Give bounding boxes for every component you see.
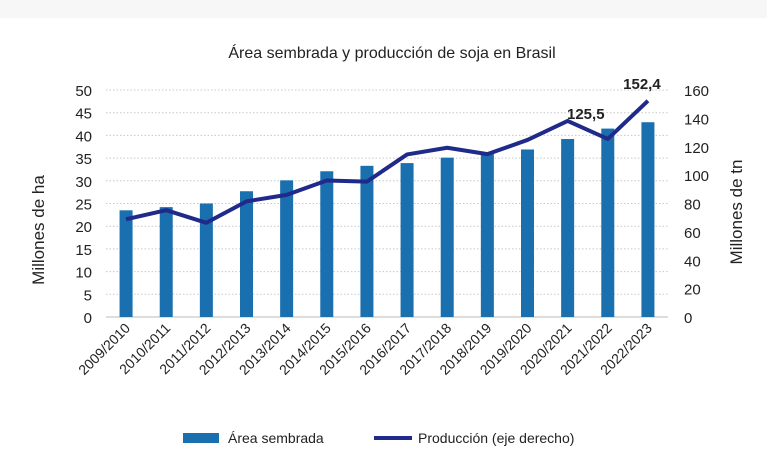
bar	[561, 139, 575, 317]
y2-tick-label: 140	[684, 111, 709, 128]
data-label: 152,4	[623, 76, 661, 93]
y-tick-label: 5	[84, 287, 92, 304]
y-tick-label: 15	[75, 242, 92, 259]
legend-line-label: Producción (eje derecho)	[418, 430, 574, 446]
bar	[119, 210, 133, 317]
y-tick-label: 40	[75, 128, 92, 145]
bar	[199, 203, 213, 317]
y-axis-label: Millones de ha	[29, 175, 48, 285]
y-tick-label: 25	[75, 197, 92, 214]
y-tick-label: 30	[75, 174, 92, 191]
bar	[521, 149, 534, 317]
y2-tick-label: 100	[684, 168, 709, 185]
chart-title: Área sembrada y producción de soja en Br…	[228, 43, 555, 62]
bar	[480, 153, 494, 317]
y2-tick-label: 40	[684, 253, 701, 270]
bar	[159, 207, 173, 317]
y-tick-label: 45	[75, 106, 92, 123]
y-tick-label: 35	[75, 151, 92, 168]
legend-bar-label: Área sembrada	[228, 430, 324, 446]
bar	[641, 122, 655, 317]
legend: Área sembrada Producción (eje derecho)	[183, 430, 574, 446]
y-tick-label: 10	[75, 265, 92, 282]
bar	[601, 128, 615, 317]
y2-tick-label: 20	[684, 282, 701, 299]
top-strip	[0, 0, 767, 18]
y2-tick-label: 60	[684, 225, 701, 242]
y2-tick-label: 160	[684, 83, 709, 100]
y2-tick-label: 80	[684, 197, 701, 214]
y2-tick-label: 120	[684, 140, 709, 157]
bar	[400, 163, 414, 317]
production-line	[125, 99, 650, 225]
y2-axis-label: Millones de tn	[727, 160, 746, 265]
y-tick-label: 50	[75, 83, 92, 100]
bar	[440, 157, 454, 317]
y2-tick-label: 0	[684, 310, 692, 327]
legend-bar-swatch	[183, 433, 219, 443]
data-label: 125,5	[567, 106, 605, 123]
bar	[240, 191, 253, 317]
bar	[320, 171, 334, 317]
y-tick-label: 20	[75, 219, 92, 236]
y-tick-label: 0	[84, 310, 92, 327]
bar	[360, 165, 374, 317]
bar	[280, 180, 294, 317]
